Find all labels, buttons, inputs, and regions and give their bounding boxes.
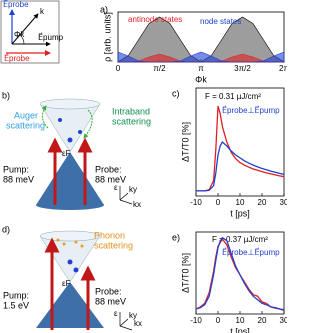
line [196,140,285,192]
vector-label: E⃗probe [3,0,29,9]
legend-label: E⃗probe⊥E⃗pump [222,105,280,115]
panel-label: d) [2,224,10,234]
x-tick-label: 30 [280,198,287,207]
x-axis-label: t [ps] [230,326,250,333]
x-tick-label: 30 [280,316,287,325]
vector-label: E⃗probe [4,53,30,63]
x-axis-label: Φk [195,74,207,84]
panel-label: c) [172,88,180,98]
annotation: 88 meV [95,296,126,306]
y-axis-label: ΔT/T0 [%] [180,253,190,293]
annotation: 88 meV [95,174,126,184]
vector-label: k [40,7,45,16]
x-tick-label: 10 [236,316,245,325]
annotation: Auger [14,110,38,120]
panel-label: e) [172,232,180,242]
axis-label: ε [114,309,118,318]
axis-label: ε [114,183,118,192]
x-tick-label: 20 [258,316,267,325]
x-tick-label: π/2 [153,64,166,73]
legend-label: antinode states [128,15,182,24]
x-tick-label: -10 [190,316,202,325]
annotation: 88 meV [3,174,34,184]
y-axis-label: ρ [arb. units] [102,12,112,62]
x-tick-label: 20 [258,198,267,207]
x-tick-label: 2π [279,64,287,73]
annotation: εF [62,279,71,288]
figure: E⃗probe E⃗pump E⃗probe Φk k b) Auger sca… [0,0,287,333]
annotation: Intraband [112,106,150,116]
x-axis-label: t [ps] [230,208,250,218]
x-tick-label: -10 [190,198,202,207]
annotation: F = 0.37 µJ/cm² [212,235,268,244]
annotation: εF [62,149,71,158]
axis-label: kx [134,319,142,328]
axis-label: ky [129,185,137,194]
line [195,237,285,312]
plot-frame [195,87,285,197]
line [196,105,285,192]
annotation: Probe: [95,164,122,174]
x-tick-label: π [198,64,204,73]
annotation: scattering [112,116,151,126]
plot-frame [195,231,285,315]
vector-diagram: E⃗probe E⃗pump E⃗probe Φk k [0,0,64,64]
line [195,236,285,311]
y-axis-label: ΔT/T0 [%] [180,122,190,162]
panel-label: a) [100,4,108,14]
cone-diagram-b: b) Auger scattering Intraband scattering… [2,90,151,210]
legend-label: E⃗probe⊥E⃗pump [222,247,280,257]
x-tick-label: 3π/2 [234,64,251,73]
area [117,51,285,63]
annotation: scattering [94,240,133,250]
axis-label: kx [133,200,141,209]
x-tick-label: 0 [216,198,221,207]
panel-label: b) [2,90,10,100]
axis-label: ky [129,311,137,320]
annotation: F = 0.31 µJ/cm² [205,92,261,101]
x-tick-label: 10 [236,198,245,207]
annotation: Pump: [3,164,29,174]
annotation: Phonon [94,230,125,240]
annotation: scattering [6,120,45,130]
x-tick-label: 0 [116,64,121,73]
annotation: 1.5 eV [3,300,29,310]
annotation: Pump: [3,290,29,300]
vector-label: E⃗pump [38,32,64,42]
legend-label: node states [200,17,241,26]
angle-label: Φk [14,30,25,39]
annotation: Probe: [95,286,122,296]
x-tick-label: 0 [216,316,221,325]
cone-diagram-d: d) Phonon scattering Pump: 1.5 eV Probe:… [2,224,142,331]
